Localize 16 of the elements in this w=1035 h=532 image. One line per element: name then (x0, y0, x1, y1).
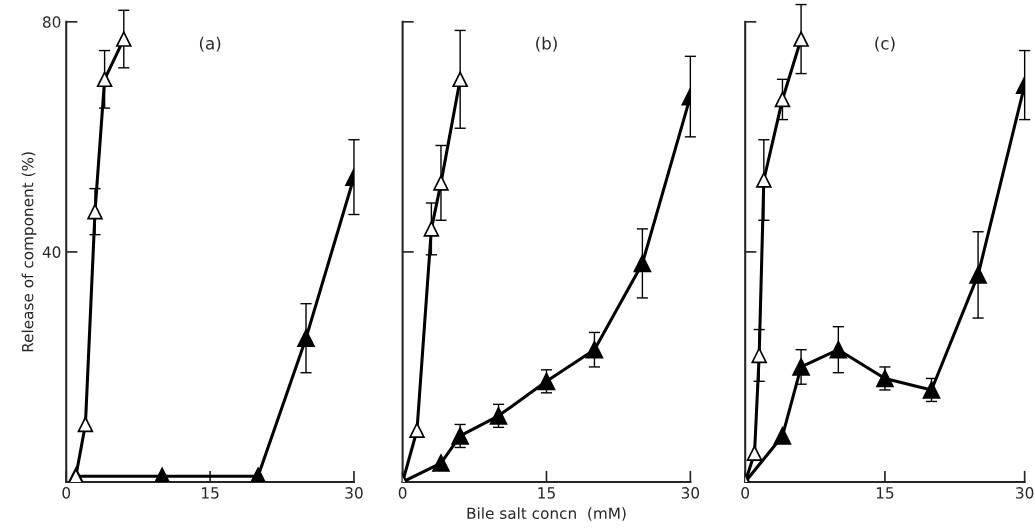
x-tick-label: 15 (202, 487, 219, 499)
x-tick-label: 15 (876, 487, 894, 499)
x-axis-title: Bile salt concn (mM) (467, 507, 626, 521)
text: (c) (875, 36, 895, 52)
text: (b) (536, 36, 557, 52)
x-tick-label: 0 (62, 487, 71, 499)
x-tick-label: 0 (741, 487, 750, 499)
x-tick-label: 30 (681, 487, 700, 499)
x-tick-label: 15 (538, 487, 555, 499)
y-tick-label: 80 (42, 16, 61, 28)
text: (a) (199, 36, 221, 52)
y-axis-title: Release of component (%) (21, 152, 37, 352)
y-tick-label: 40 (42, 246, 61, 258)
x-tick-label: 0 (398, 487, 407, 499)
x-tick-label: 30 (1016, 487, 1034, 499)
x-tick-label: 30 (345, 487, 363, 499)
